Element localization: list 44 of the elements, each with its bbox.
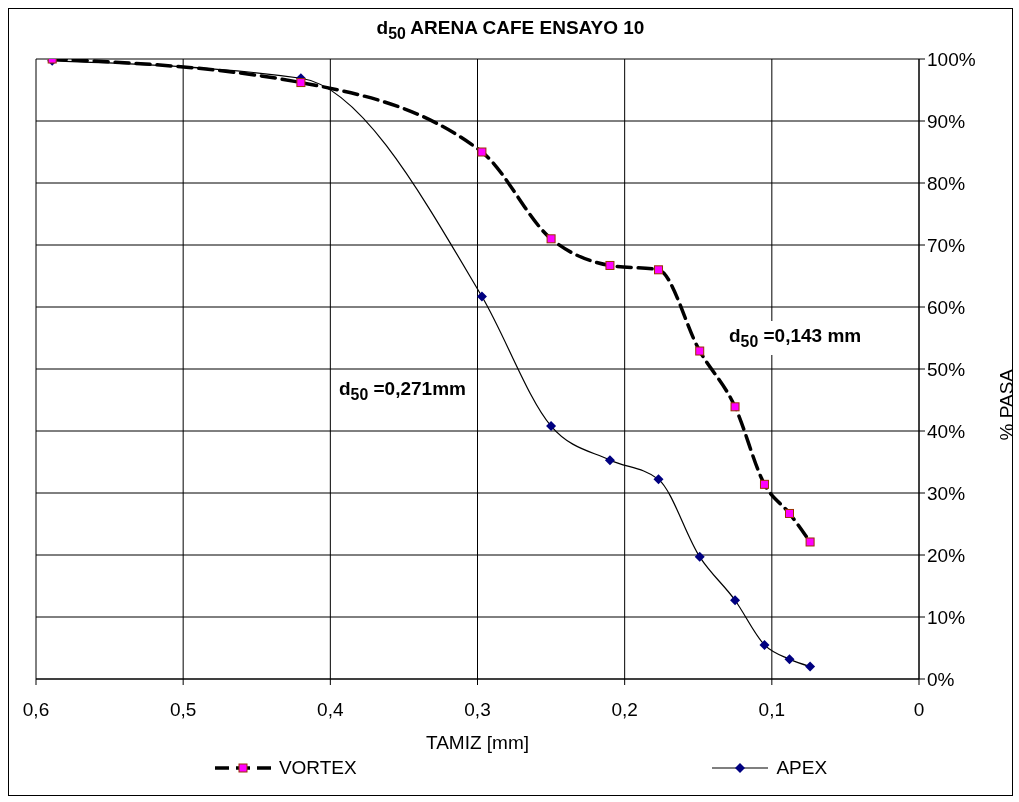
y-tick-label: 20% [927, 544, 966, 566]
y-tick-label: 0% [927, 668, 955, 690]
x-tick-label: 0,4 [316, 699, 345, 721]
x-tick-label: 0 [912, 699, 926, 721]
x-tick-label: 0,3 [463, 699, 492, 721]
point [695, 346, 705, 356]
point [653, 474, 664, 485]
y-tick-label: 90% [927, 110, 966, 132]
point [604, 455, 615, 466]
x-tick-label: 0,2 [610, 699, 639, 721]
point [805, 661, 816, 672]
point [477, 147, 487, 157]
legend-label: APEX [775, 757, 828, 779]
point [759, 479, 769, 489]
y-tick-label: 80% [927, 172, 966, 194]
x-tick-label: 0,6 [21, 699, 51, 721]
point [805, 537, 815, 547]
point [296, 78, 306, 88]
point [730, 402, 740, 412]
x-tick-label: 0,5 [168, 699, 198, 721]
point [694, 551, 705, 562]
y-tick-label: 50% [927, 358, 966, 380]
y-tick-label: 30% [927, 482, 966, 504]
legend-label: VORTEX [277, 757, 357, 779]
chart-title: d$_{50}$ ARENA CAFE ENSAYO 10 [375, 17, 646, 43]
y-tick-label: 40% [927, 420, 966, 442]
x-tick-label: 0,1 [757, 699, 787, 721]
y-tick-label: 10% [927, 606, 966, 628]
point [476, 291, 487, 302]
point [730, 595, 741, 606]
x-axis-title: TAMIZ [mm] [425, 732, 530, 753]
point [759, 639, 770, 650]
annotation: d$_{50}$ =0,143 mm [721, 321, 870, 355]
y-tick-label: 60% [927, 296, 966, 318]
point [546, 421, 557, 432]
point [784, 508, 794, 518]
point [784, 654, 795, 665]
y-axis-title: % PASA [995, 368, 1017, 441]
point [654, 265, 664, 275]
point [605, 260, 615, 270]
y-tick-label: 100% [927, 48, 976, 70]
y-tick-label: 70% [927, 234, 966, 256]
annotation: d$_{50}$ =0,271mm [331, 374, 474, 408]
point [546, 234, 556, 244]
